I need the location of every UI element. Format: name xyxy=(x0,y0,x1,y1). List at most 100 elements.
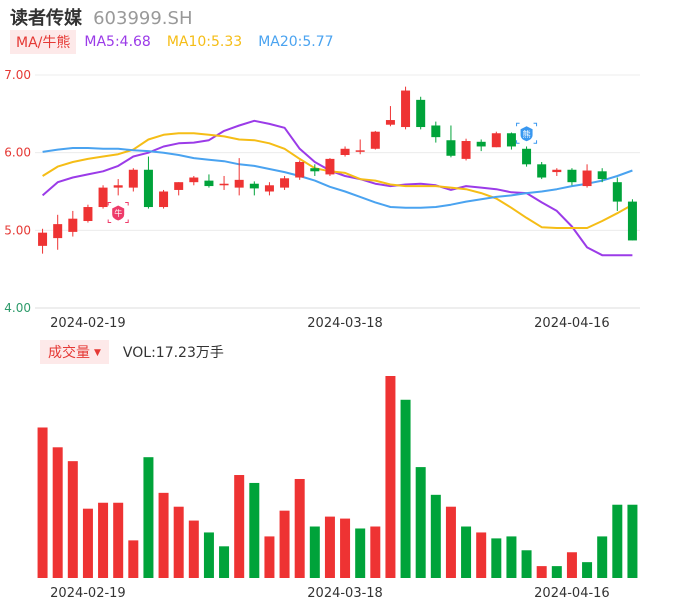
volume-bar xyxy=(415,467,426,578)
candle-body xyxy=(355,150,365,152)
volume-bar xyxy=(385,376,396,578)
volume-bar xyxy=(461,526,472,578)
candle-body xyxy=(204,180,214,187)
volume-bar xyxy=(128,540,139,578)
candle-body xyxy=(401,90,411,128)
marker-corner xyxy=(107,219,112,223)
volume-bar xyxy=(521,550,532,578)
candle-body xyxy=(143,169,153,208)
ma10-label: MA10:5.33 xyxy=(166,34,243,50)
candle-body xyxy=(491,133,501,148)
candle-body xyxy=(567,169,577,183)
volume-bar xyxy=(249,482,260,578)
marker-shield xyxy=(520,126,533,142)
candle-body xyxy=(249,183,259,189)
volume-bar xyxy=(400,399,411,578)
candle-body xyxy=(370,131,380,149)
candle-body xyxy=(174,182,184,190)
volume-x-tick-label: 2024-04-16 xyxy=(534,586,610,601)
volume-bar xyxy=(67,461,78,578)
marker-corner xyxy=(516,140,520,144)
volume-bar xyxy=(234,475,245,578)
candle-body xyxy=(219,183,229,186)
volume-bar xyxy=(203,532,214,578)
candle-body xyxy=(476,141,486,147)
volume-bar xyxy=(627,504,638,578)
candle-body xyxy=(295,161,305,178)
y-tick-label: 6.00 xyxy=(4,146,31,160)
candle-body xyxy=(597,171,607,180)
volume-bar xyxy=(98,502,109,578)
candle-body xyxy=(310,168,320,172)
candle-body xyxy=(113,185,123,188)
volume-bar xyxy=(476,532,487,578)
volume-bar xyxy=(445,506,456,578)
candle-body xyxy=(159,191,169,208)
candle-body xyxy=(128,169,138,188)
volume-bar xyxy=(566,552,577,578)
volume-bar xyxy=(309,526,320,578)
candle-body xyxy=(461,141,471,159)
ma-line-ma10 xyxy=(42,132,633,229)
volume-bar xyxy=(491,538,502,578)
volume-indicator-selector[interactable]: 成交量 ▼ xyxy=(40,340,109,364)
candle-body xyxy=(38,232,48,246)
candle-body xyxy=(537,164,547,178)
candle-body xyxy=(280,178,290,188)
volume-bar xyxy=(551,566,562,578)
candle-body xyxy=(431,125,441,138)
marker-shield xyxy=(112,205,125,221)
volume-legend: 成交量 ▼ VOL:17.23万手 xyxy=(40,340,224,364)
volume-bar xyxy=(143,457,154,578)
ma5-label: MA5:4.68 xyxy=(84,34,151,50)
marker-corner xyxy=(533,122,538,127)
volume-bar xyxy=(294,478,305,578)
volume-bar xyxy=(612,504,623,578)
volume-bar xyxy=(340,518,351,578)
bear-marker-icon: 熊 xyxy=(516,122,538,144)
volume-bar xyxy=(188,520,199,578)
volume-bar xyxy=(355,528,366,578)
candle-body xyxy=(234,179,244,188)
candle-body xyxy=(416,99,426,128)
y-tick-label: 4.00 xyxy=(4,301,31,315)
candle-body xyxy=(552,169,562,173)
candle-body xyxy=(385,120,395,125)
marker-corner xyxy=(125,219,129,223)
candle-body xyxy=(189,177,199,183)
candle-body xyxy=(612,182,622,202)
marker-corner xyxy=(533,140,538,144)
volume-bar xyxy=(82,508,93,578)
marker-corner xyxy=(125,201,129,206)
stock-header: 读者传媒 603999.SH xyxy=(10,4,193,29)
marker-corner xyxy=(516,122,520,127)
candle-body xyxy=(53,224,63,239)
candle-body xyxy=(522,148,532,165)
x-tick-label: 2024-04-16 xyxy=(534,316,610,331)
y-tick-label: 5.00 xyxy=(4,223,31,237)
volume-bar xyxy=(536,566,547,578)
volume-bar xyxy=(37,427,48,578)
volume-bar xyxy=(597,536,608,578)
ma20-label: MA20:5.77 xyxy=(258,34,334,50)
ma-indicator-selector[interactable]: MA/牛熊 xyxy=(10,30,77,54)
marker-label: 熊 xyxy=(523,129,531,139)
caret-down-icon: ▼ xyxy=(94,348,101,358)
ma-legend: MA/牛熊 MA5:4.68 MA10:5.33 MA20:5.77 xyxy=(10,30,350,54)
candle-body xyxy=(446,140,456,156)
candle-body xyxy=(627,201,637,241)
ma-line-ma5 xyxy=(41,119,633,257)
volume-bar xyxy=(158,492,169,578)
candle-body xyxy=(83,207,93,222)
volume-x-tick-label: 2024-03-18 xyxy=(307,586,383,601)
candle-body xyxy=(582,170,592,187)
ma-line-ma20 xyxy=(42,147,633,209)
marker-corner xyxy=(107,201,112,206)
volume-bar xyxy=(279,510,290,578)
candle-body xyxy=(68,218,78,232)
volume-tag-label: 成交量 xyxy=(48,345,90,361)
y-tick-label: 7.00 xyxy=(4,68,31,82)
volume-bar xyxy=(582,562,593,578)
volume-x-tick-label: 2024-02-19 xyxy=(50,586,126,601)
